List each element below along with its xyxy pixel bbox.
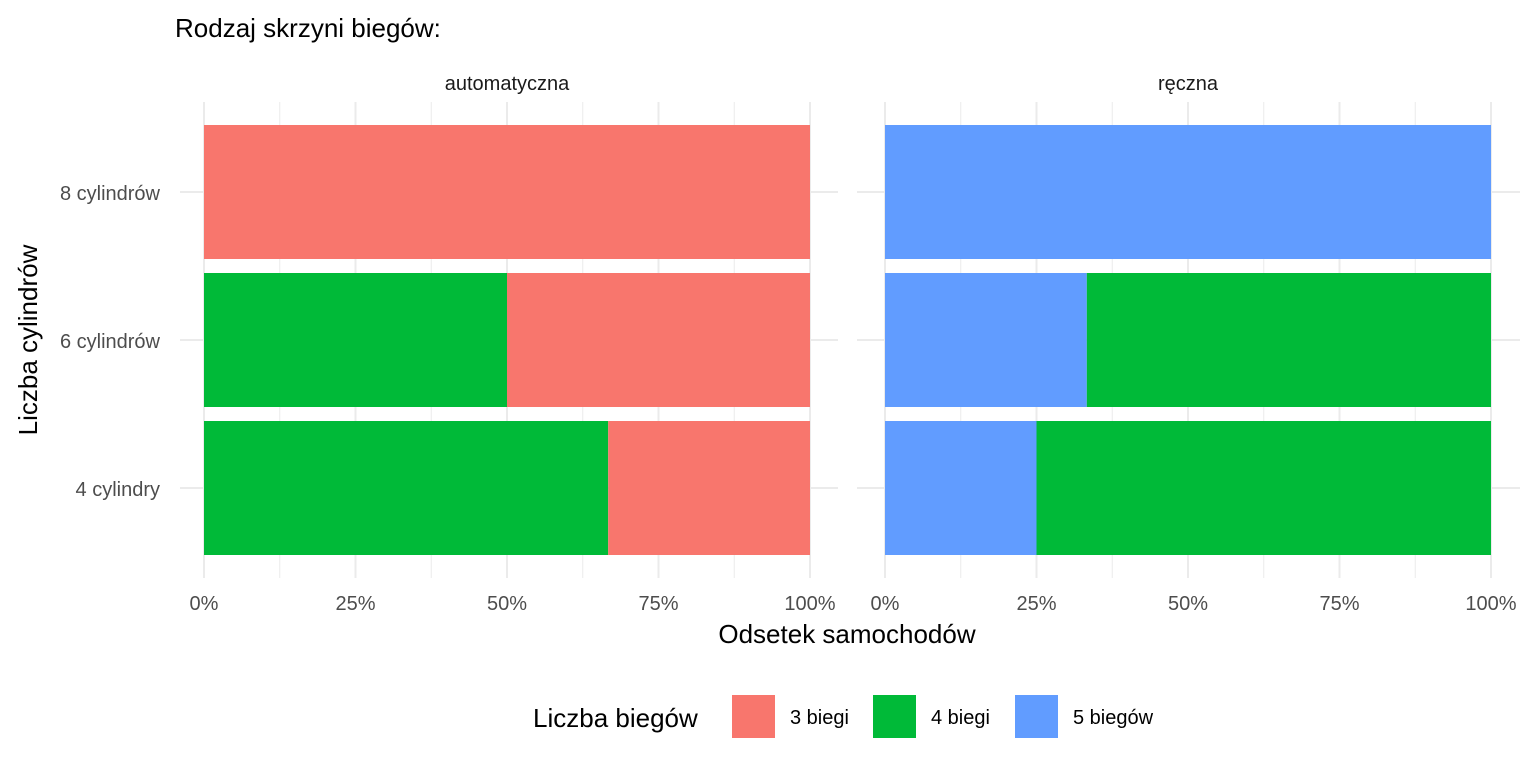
legend: Liczba biegów 3 biegi 4 biegi 5 biegów <box>533 695 1154 738</box>
bar-segment <box>204 421 609 555</box>
bar-segment <box>204 273 507 407</box>
y-tick-label: 4 cylindry <box>76 479 160 501</box>
facet-panel: ręczna 0% 25% 50% 75% 100% <box>857 73 1520 615</box>
facet-label: automatyczna <box>445 73 570 95</box>
x-tick-label: 100% <box>1465 593 1516 615</box>
bar-segment <box>885 421 1037 555</box>
legend-key <box>1015 695 1058 738</box>
x-axis-title: Odsetek samochodów <box>718 619 975 649</box>
y-tick-label: 8 cylindrów <box>60 183 161 205</box>
x-tick-label: 25% <box>335 593 375 615</box>
legend-key <box>732 695 775 738</box>
legend-title: Liczba biegów <box>533 703 698 733</box>
facet-panels: automatyczna 0% 25% 50% 75% 100% ręczna 0% 25% 50… <box>60 73 1520 615</box>
y-axis-title: Liczba cylindrów <box>13 244 43 435</box>
legend-label: 4 biegi <box>931 707 990 729</box>
x-tick-label: 50% <box>487 593 527 615</box>
bar-segment <box>1086 273 1491 407</box>
facet-label: ręczna <box>1158 73 1219 95</box>
bar-segment <box>1036 421 1491 555</box>
chart-title: Rodzaj skrzyni biegów: <box>175 13 441 43</box>
legend-label: 3 biegi <box>790 707 849 729</box>
bar-segment <box>204 125 810 259</box>
x-tick-label: 75% <box>1319 593 1359 615</box>
bar-segment <box>507 273 810 407</box>
x-tick-label: 75% <box>638 593 678 615</box>
bar-segment <box>885 125 1491 259</box>
legend-key <box>873 695 916 738</box>
bar-segment <box>608 421 810 555</box>
x-tick-label: 0% <box>871 593 900 615</box>
x-tick-label: 0% <box>190 593 219 615</box>
facet-panel: automatyczna 0% 25% 50% 75% 100% <box>180 73 838 615</box>
x-tick-label: 50% <box>1168 593 1208 615</box>
legend-label: 5 biegów <box>1073 707 1154 729</box>
x-tick-label: 25% <box>1016 593 1056 615</box>
y-tick-label: 6 cylindrów <box>60 331 161 353</box>
x-tick-label: 100% <box>784 593 835 615</box>
bar-segment <box>885 273 1087 407</box>
